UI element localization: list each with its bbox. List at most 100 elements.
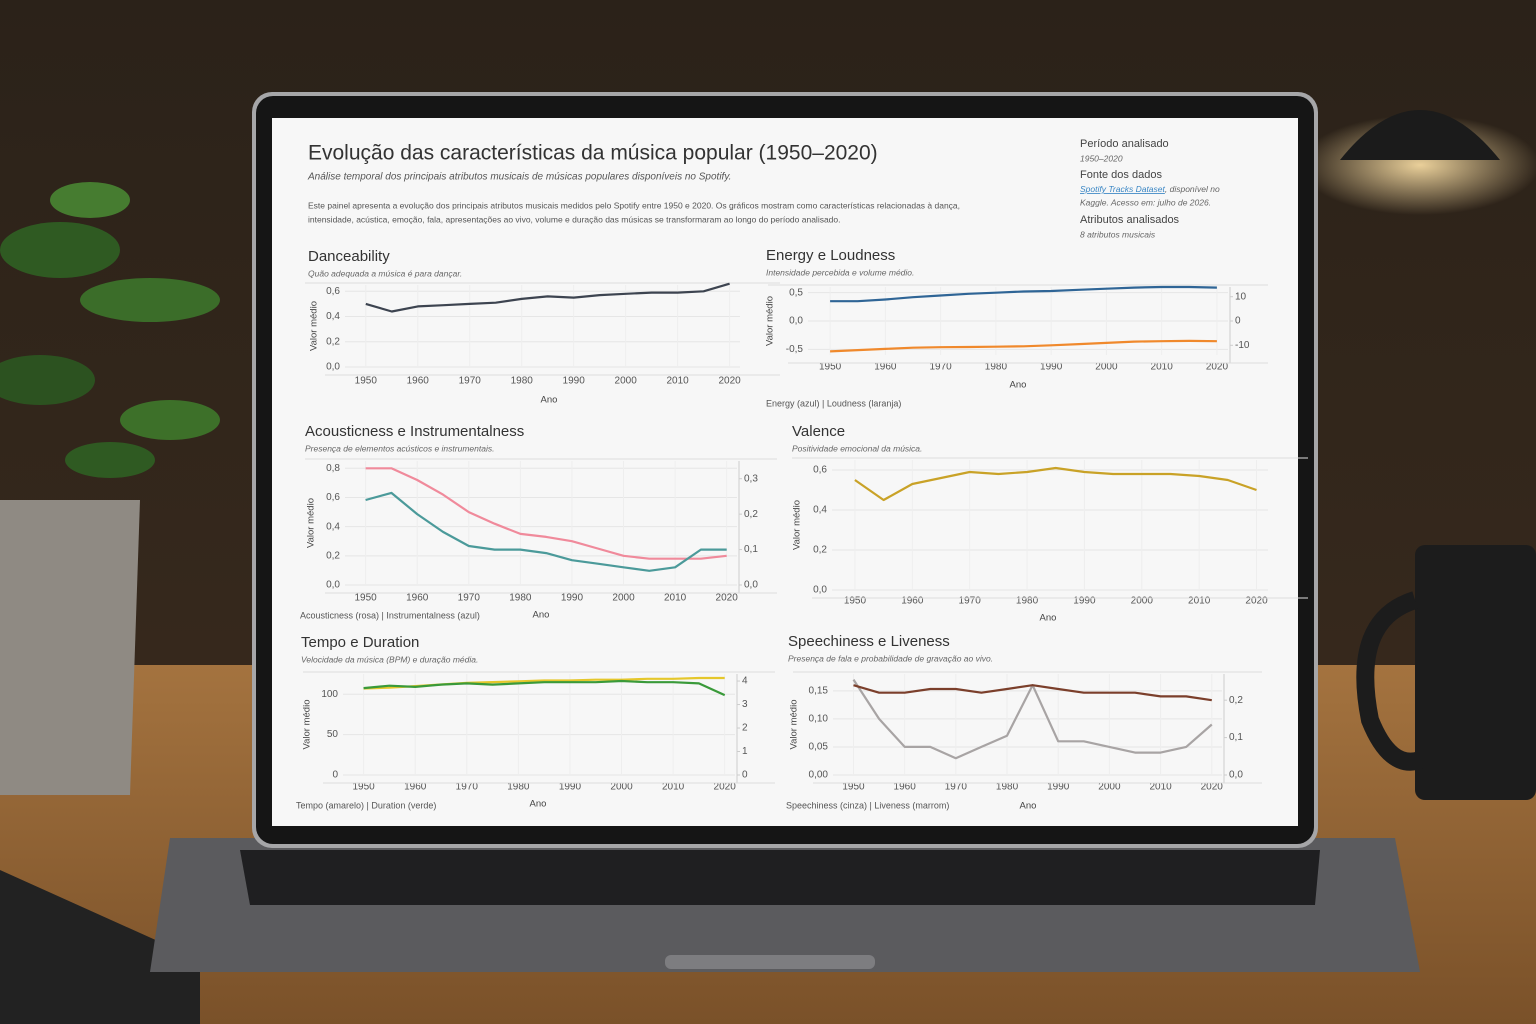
x-axis-label: Ano [1020,801,1037,812]
x-tick-label: 2000 [615,376,638,387]
chart-title: Valence [792,423,845,440]
x-tick-label: 1970 [459,376,482,387]
x-tick-label: 2020 [1201,782,1224,793]
chart-subtitle: Presença de fala e probabilidade de grav… [788,653,993,663]
source-note: Kaggle. Acesso em: julho de 2026. [1080,197,1211,207]
x-axis-label: Ano [530,799,547,810]
caption: Tempo (amarelo) | Duration (verde) [296,800,436,810]
x-tick-label: 2000 [612,593,635,604]
x-tick-label: 1960 [901,596,924,607]
page-subtitle: Análise temporal dos principais atributo… [307,172,731,183]
x-tick-label: 2010 [664,593,687,604]
x-tick-label: 1980 [507,782,530,793]
x-tick-label: 1950 [819,362,842,373]
x-tick-label: 2010 [662,782,685,793]
x-tick-label: 1990 [1047,782,1070,793]
sidebar-label: Fonte dos dados [1080,169,1162,181]
x-tick-label: 2000 [1095,362,1118,373]
chart-title: Speechiness e Liveness [788,633,950,650]
x-tick-label: 1970 [930,362,953,373]
y2-tick-label: 0 [1235,316,1241,327]
caption: Energy (azul) | Loudness (laranja) [766,398,901,408]
keyboard [240,850,1320,905]
x-tick-label: 2020 [1245,596,1268,607]
y-tick-label: 0,6 [813,465,827,476]
sidebar-value: 8 atributos musicais [1080,229,1156,239]
x-axis-label: Ano [1010,380,1027,391]
y-tick-label: 0,2 [326,336,340,347]
x-tick-label: 1960 [404,782,427,793]
x-tick-label: 1990 [1040,362,1063,373]
chart-title: Acousticness e Instrumentalness [305,423,524,440]
charts: Danceability Quão adequada a música é par… [296,247,1308,812]
series-line [854,466,1257,502]
y-tick-label: 0,5 [789,287,803,298]
mug [1356,545,1536,800]
y-tick-label: 0,0 [789,316,803,327]
source-link[interactable]: Spotify Tracks Dataset [1080,184,1166,194]
x-tick-label: 2020 [714,782,737,793]
y-tick-label: 0,0 [326,362,340,373]
y2-tick-label: 0,2 [744,509,758,520]
source-line: Spotify Tracks Dataset, disponível no [1080,184,1220,194]
x-tick-label: 2020 [1206,362,1229,373]
caption: Speechiness (cinza) | Liveness (marrom) [786,800,949,810]
series-line [853,684,1212,702]
x-tick-label: 1970 [458,593,481,604]
x-tick-label: 1950 [844,596,867,607]
y2-tick-label: 3 [742,699,748,710]
source-note: , disponível no [1165,184,1220,194]
y-tick-label: 0,2 [326,550,340,561]
screen [272,118,1298,826]
series-line [363,679,726,697]
description: intensidade, acústica, emoção, fala, apr… [308,214,841,224]
x-axis-label: Ano [1040,613,1057,624]
chart-subtitle: Presença de elementos acústicos e instru… [305,443,494,453]
lamp [1340,110,1500,160]
x-tick-label: 2000 [1131,596,1154,607]
x-axis-label: Ano [533,610,550,621]
y2-tick-label: 1 [742,746,748,757]
x-tick-label: 1980 [985,362,1008,373]
chart-title: Tempo e Duration [301,634,419,651]
x-tick-label: 2020 [718,376,741,387]
x-tick-label: 1980 [509,593,532,604]
x-tick-label: 1990 [1073,596,1096,607]
y-tick-label: 0,4 [326,311,340,322]
sidebar-label: Período analisado [1080,138,1169,150]
y-tick-label: 0,00 [809,770,829,781]
y-tick-label: 0,6 [326,286,340,297]
y-tick-label: -0,5 [786,344,804,355]
y2-tick-label: 0,0 [1229,770,1243,781]
y2-tick-label: 10 [1235,291,1247,302]
x-tick-label: 1950 [353,782,376,793]
y-tick-label: 0,15 [809,685,829,696]
x-tick-label: 1960 [406,593,429,604]
chart-subtitle: Velocidade da música (BPM) e duração méd… [301,654,478,664]
x-tick-label: 1970 [959,596,982,607]
y2-tick-label: 0,0 [744,580,758,591]
x-tick-label: 2020 [716,593,739,604]
chart-subtitle: Intensidade percebida e volume médio. [766,267,914,277]
y-tick-label: 0,4 [813,505,827,516]
y-tick-label: 0,0 [326,580,340,591]
y-tick-label: 0,10 [809,714,829,725]
y-tick-label: 0,2 [813,545,827,556]
y-axis-label: Valor médio [306,498,317,548]
caption: Acousticness (rosa) | Instrumentalness (… [300,610,480,620]
hinge-notch [665,955,875,969]
x-tick-label: 2000 [1098,782,1121,793]
notebook [0,870,200,1024]
y-tick-label: 0,4 [326,521,340,532]
x-tick-label: 1990 [559,782,582,793]
y2-tick-label: 0,1 [1229,732,1243,743]
y-axis-label: Valor médio [309,301,320,351]
y-tick-label: 50 [327,729,339,740]
x-tick-label: 1990 [561,593,584,604]
y-axis-label: Valor médio [789,700,800,750]
y-axis-label: Valor médio [765,296,776,346]
x-tick-label: 1970 [945,782,968,793]
series-line [830,285,1217,303]
y-tick-label: 0,0 [813,585,827,596]
